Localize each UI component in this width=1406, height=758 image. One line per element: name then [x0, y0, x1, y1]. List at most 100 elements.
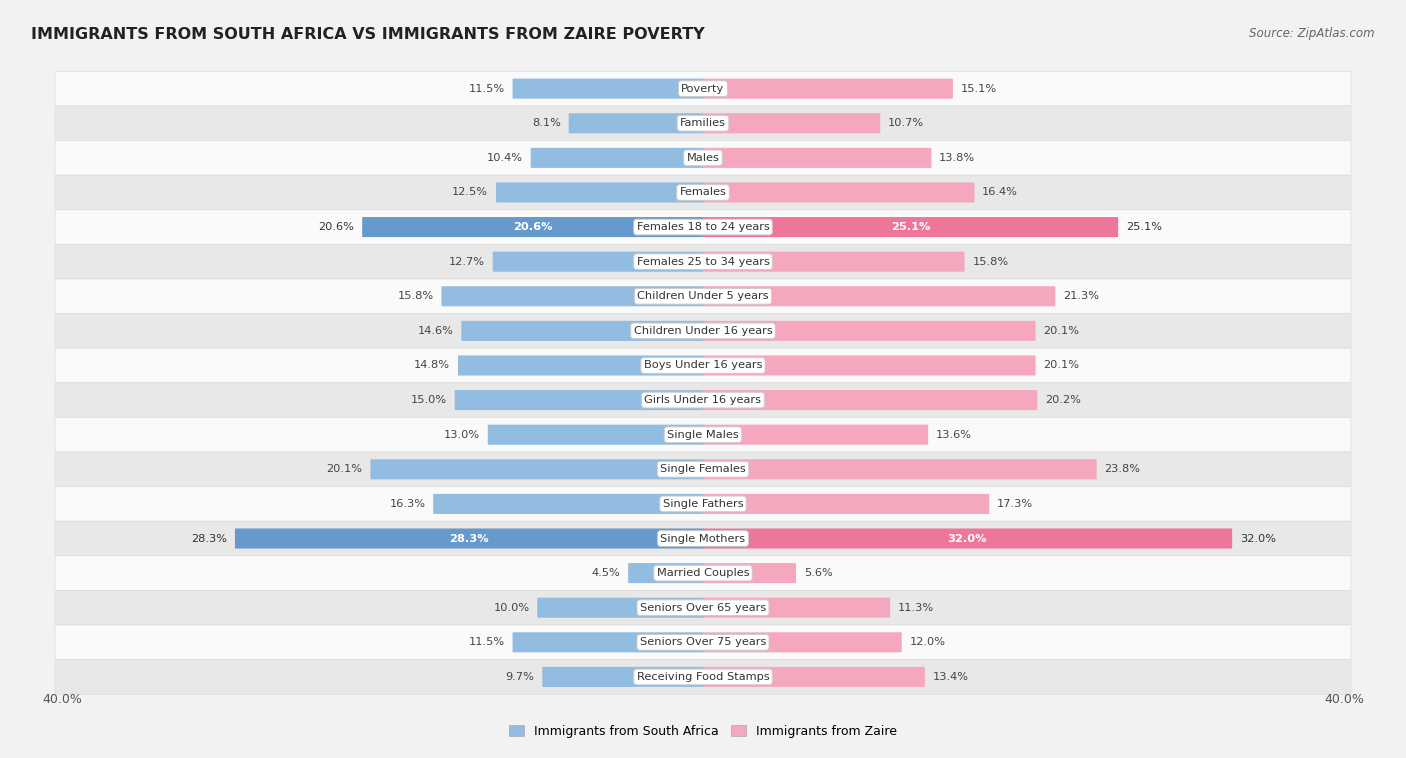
Text: 20.6%: 20.6% [513, 222, 553, 232]
Text: 20.1%: 20.1% [1043, 361, 1080, 371]
Text: Children Under 5 years: Children Under 5 years [637, 291, 769, 301]
Text: 23.8%: 23.8% [1105, 465, 1140, 475]
Text: 15.0%: 15.0% [411, 395, 447, 405]
FancyBboxPatch shape [433, 494, 703, 514]
Text: Families: Families [681, 118, 725, 128]
FancyBboxPatch shape [703, 424, 928, 445]
FancyBboxPatch shape [55, 383, 1351, 418]
Text: 15.8%: 15.8% [398, 291, 433, 301]
Text: 32.0%: 32.0% [948, 534, 987, 543]
Text: Children Under 16 years: Children Under 16 years [634, 326, 772, 336]
Text: 4.5%: 4.5% [592, 568, 620, 578]
FancyBboxPatch shape [703, 597, 890, 618]
FancyBboxPatch shape [703, 667, 925, 687]
FancyBboxPatch shape [496, 183, 703, 202]
Text: 12.7%: 12.7% [449, 257, 485, 267]
Text: Females 18 to 24 years: Females 18 to 24 years [637, 222, 769, 232]
Text: Single Fathers: Single Fathers [662, 499, 744, 509]
FancyBboxPatch shape [703, 148, 932, 168]
FancyBboxPatch shape [55, 487, 1351, 522]
Text: Single Mothers: Single Mothers [661, 534, 745, 543]
FancyBboxPatch shape [55, 348, 1351, 383]
Text: 13.0%: 13.0% [444, 430, 479, 440]
FancyBboxPatch shape [703, 356, 1036, 375]
FancyBboxPatch shape [55, 71, 1351, 106]
Text: 20.1%: 20.1% [326, 465, 363, 475]
FancyBboxPatch shape [703, 390, 1038, 410]
FancyBboxPatch shape [703, 183, 974, 202]
Text: 13.4%: 13.4% [932, 672, 969, 682]
FancyBboxPatch shape [530, 148, 703, 168]
FancyBboxPatch shape [55, 590, 1351, 625]
Text: 15.1%: 15.1% [960, 83, 997, 94]
FancyBboxPatch shape [55, 106, 1351, 140]
FancyBboxPatch shape [55, 418, 1351, 452]
Text: Receiving Food Stamps: Receiving Food Stamps [637, 672, 769, 682]
Text: 40.0%: 40.0% [42, 693, 82, 706]
Text: 20.2%: 20.2% [1045, 395, 1081, 405]
FancyBboxPatch shape [703, 563, 796, 583]
FancyBboxPatch shape [55, 522, 1351, 556]
Text: 25.1%: 25.1% [890, 222, 929, 232]
FancyBboxPatch shape [703, 459, 1097, 479]
Text: 11.5%: 11.5% [468, 83, 505, 94]
FancyBboxPatch shape [513, 632, 703, 653]
Text: 20.6%: 20.6% [319, 222, 354, 232]
FancyBboxPatch shape [513, 79, 703, 99]
Text: Seniors Over 75 years: Seniors Over 75 years [640, 637, 766, 647]
Text: 9.7%: 9.7% [506, 672, 534, 682]
Text: Females 25 to 34 years: Females 25 to 34 years [637, 257, 769, 267]
FancyBboxPatch shape [55, 210, 1351, 244]
FancyBboxPatch shape [55, 625, 1351, 659]
FancyBboxPatch shape [488, 424, 703, 445]
FancyBboxPatch shape [454, 390, 703, 410]
FancyBboxPatch shape [703, 494, 990, 514]
Text: 28.3%: 28.3% [450, 534, 489, 543]
FancyBboxPatch shape [492, 252, 703, 271]
FancyBboxPatch shape [55, 314, 1351, 348]
Text: 14.6%: 14.6% [418, 326, 454, 336]
Text: 12.5%: 12.5% [453, 187, 488, 198]
Text: 16.3%: 16.3% [389, 499, 426, 509]
Text: IMMIGRANTS FROM SOUTH AFRICA VS IMMIGRANTS FROM ZAIRE POVERTY: IMMIGRANTS FROM SOUTH AFRICA VS IMMIGRAN… [31, 27, 704, 42]
FancyBboxPatch shape [363, 217, 703, 237]
Text: 20.1%: 20.1% [1043, 326, 1080, 336]
Legend: Immigrants from South Africa, Immigrants from Zaire: Immigrants from South Africa, Immigrants… [503, 719, 903, 743]
Text: Seniors Over 65 years: Seniors Over 65 years [640, 603, 766, 612]
Text: 10.0%: 10.0% [494, 603, 530, 612]
Text: 13.6%: 13.6% [936, 430, 972, 440]
Text: 12.0%: 12.0% [910, 637, 945, 647]
FancyBboxPatch shape [55, 659, 1351, 694]
Text: Single Females: Single Females [661, 465, 745, 475]
Text: Girls Under 16 years: Girls Under 16 years [644, 395, 762, 405]
FancyBboxPatch shape [703, 321, 1036, 341]
FancyBboxPatch shape [458, 356, 703, 375]
Text: 32.0%: 32.0% [1240, 534, 1275, 543]
Text: 15.8%: 15.8% [973, 257, 1008, 267]
FancyBboxPatch shape [461, 321, 703, 341]
FancyBboxPatch shape [235, 528, 703, 549]
Text: Males: Males [686, 153, 720, 163]
Text: 8.1%: 8.1% [531, 118, 561, 128]
FancyBboxPatch shape [55, 140, 1351, 175]
FancyBboxPatch shape [703, 113, 880, 133]
FancyBboxPatch shape [55, 279, 1351, 314]
FancyBboxPatch shape [55, 452, 1351, 487]
Text: 14.8%: 14.8% [415, 361, 450, 371]
FancyBboxPatch shape [703, 632, 901, 653]
Text: Females: Females [679, 187, 727, 198]
Text: 13.8%: 13.8% [939, 153, 976, 163]
FancyBboxPatch shape [55, 175, 1351, 210]
Text: 25.1%: 25.1% [1126, 222, 1161, 232]
Text: 5.6%: 5.6% [804, 568, 832, 578]
Text: 28.3%: 28.3% [191, 534, 228, 543]
Text: 16.4%: 16.4% [983, 187, 1018, 198]
FancyBboxPatch shape [703, 287, 1056, 306]
Text: 11.3%: 11.3% [898, 603, 934, 612]
Text: Married Couples: Married Couples [657, 568, 749, 578]
FancyBboxPatch shape [703, 79, 953, 99]
Text: 11.5%: 11.5% [468, 637, 505, 647]
FancyBboxPatch shape [568, 113, 703, 133]
FancyBboxPatch shape [628, 563, 703, 583]
FancyBboxPatch shape [55, 556, 1351, 590]
